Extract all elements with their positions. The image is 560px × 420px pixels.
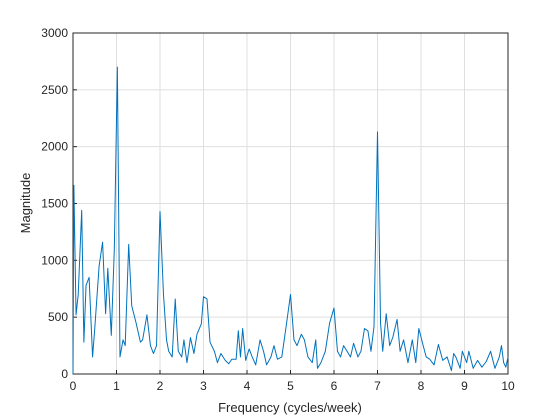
- x-tick-label: 6: [331, 379, 338, 393]
- y-tick-label: 2500: [41, 83, 68, 97]
- y-tick-label: 1000: [41, 253, 68, 267]
- x-tick-label: 8: [418, 379, 425, 393]
- x-tick-label: 2: [157, 379, 164, 393]
- data-line: [72, 66, 509, 375]
- x-tick-label: 0: [70, 379, 77, 393]
- axes-box: [72, 32, 509, 375]
- y-tick-label: 2000: [41, 140, 68, 154]
- x-tick-label: 10: [501, 379, 515, 393]
- x-tick-label: 9: [461, 379, 468, 393]
- y-tick-label: 500: [48, 310, 68, 324]
- y-tick-label: 0: [61, 367, 68, 381]
- x-axis-label: Frequency (cycles/week): [218, 400, 362, 415]
- x-tick-label: 4: [244, 379, 251, 393]
- y-axis-label: Magnitude: [18, 173, 33, 234]
- y-tick-label: 1500: [41, 197, 68, 211]
- y-tick-label: 3000: [41, 26, 68, 40]
- x-tick-label: 1: [113, 379, 120, 393]
- x-tick-label: 3: [200, 379, 207, 393]
- x-tick-label: 5: [287, 379, 294, 393]
- x-tick-label: 7: [374, 379, 381, 393]
